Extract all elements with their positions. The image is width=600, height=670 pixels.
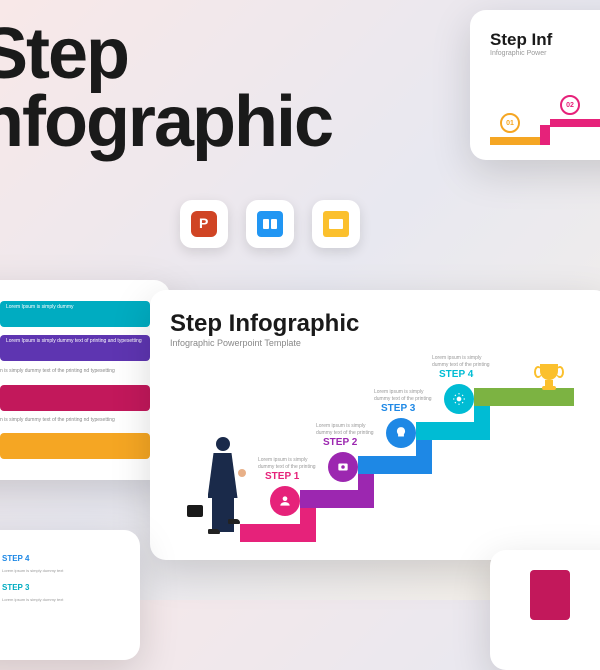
step-1-label: STEP 1: [265, 471, 299, 482]
hero-line-2: nfographic: [0, 88, 332, 156]
riser-4: [474, 400, 490, 440]
step-3-circle: [386, 418, 416, 448]
left-preview-card: 05 Lorem Ipsum is simply dummy 04 Lorem …: [0, 280, 170, 480]
right-top-preview-card: Step Inf Infographic Power 01 02: [470, 10, 600, 160]
app-icons-row: [180, 200, 360, 248]
hero-line-1: Step: [0, 20, 332, 88]
step-3-label: STEP 3: [381, 403, 415, 414]
dummy-text-2: n is simply dummy text of the printing n…: [0, 417, 150, 424]
vstep-3-label: STEP 3: [2, 583, 29, 592]
mini-dot-02: 02: [560, 95, 580, 115]
vstep-3: STEP 3: [0, 579, 120, 595]
step-1-desc: Lorem ipsum is simply dummy text of the …: [258, 457, 323, 470]
vstep-4-label: STEP 4: [2, 554, 29, 563]
hex-row-04: 04 Lorem Ipsum is simply dummy text of p…: [0, 334, 150, 362]
mini-title: Step Inf: [490, 30, 600, 50]
step-4-label: STEP 4: [439, 369, 473, 380]
mini-stairs: 01 02: [490, 75, 600, 145]
step-4-circle: [444, 384, 474, 414]
riser-3: [416, 434, 432, 474]
main-preview-card: Step Infographic Infographic Powerpoint …: [150, 290, 600, 560]
dummy-text: n is simply dummy text of the printing n…: [0, 368, 150, 375]
main-title: Step Infographic: [170, 310, 590, 338]
powerpoint-icon: [180, 200, 228, 248]
step-3-desc: Lorem ipsum is simply dummy text of the …: [374, 389, 439, 402]
hero-title: Step nfographic: [0, 20, 332, 157]
google-slides-icon: [312, 200, 360, 248]
step-4-desc: Lorem ipsum is simply dummy text of the …: [432, 355, 497, 368]
hex-row-05: 05 Lorem Ipsum is simply dummy: [0, 300, 150, 328]
trophy-icon: [536, 364, 562, 394]
step-2-circle: [328, 452, 358, 482]
riser-2: [358, 468, 374, 508]
hex-bar-05: Lorem Ipsum is simply dummy: [0, 301, 150, 327]
businessman-icon: [195, 437, 250, 532]
mini-subtitle: Infographic Power: [490, 50, 600, 57]
mini-step-2: [550, 119, 600, 127]
hex-bar-pink: [0, 385, 150, 411]
mini-step-1: [490, 137, 540, 145]
vstep-4-desc: Lorem ipsum is simply dummy text: [2, 568, 120, 573]
main-subtitle: Infographic Powerpoint Template: [170, 338, 590, 348]
bottom-left-preview-card: STEP 4 Lorem ipsum is simply dummy text …: [0, 530, 140, 660]
mini-riser-1: [540, 125, 550, 145]
step-2-label: STEP 2: [323, 437, 357, 448]
hex-bar-04: Lorem Ipsum is simply dummy text of prin…: [0, 335, 150, 361]
vstep-4: STEP 4: [0, 550, 120, 566]
mini-dot-01: 01: [500, 113, 520, 133]
step-2-desc: Lorem ipsum is simply dummy text of the …: [316, 423, 381, 436]
riser-1: [300, 502, 316, 542]
step-1-circle: [270, 486, 300, 516]
bottom-right-shape: [530, 570, 570, 620]
keynote-icon: [246, 200, 294, 248]
bottom-right-preview-card: [490, 550, 600, 670]
hex-bar-orange: [0, 433, 150, 459]
stairs-diagram: STEP 1 Lorem ipsum is simply dummy text …: [170, 362, 590, 552]
